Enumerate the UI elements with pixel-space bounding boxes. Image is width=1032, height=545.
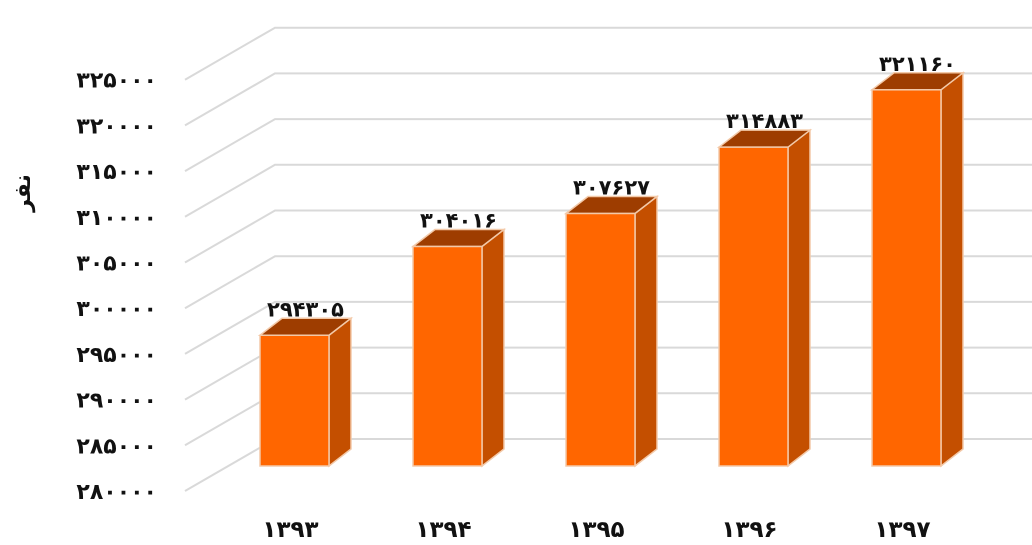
y-tick-label: ۳۱۰۰۰۰ <box>76 206 157 231</box>
bar-front-face <box>565 212 636 467</box>
data-labels: ۲۹۴۳۰۵ ۳۰۴۰۱۶ ۳۰۷۶۲۷ ۳۱۴۸۸۳ ۳۲۱۱۶۰ <box>267 52 956 321</box>
x-category-label: ۱۳۹۵ <box>568 517 624 543</box>
bar <box>869 71 966 468</box>
y-tick-label: ۲۹۰۰۰۰ <box>76 389 157 414</box>
bar <box>563 194 660 468</box>
bar-side-face <box>481 227 505 468</box>
data-label: ۳۰۷۶۲۷ <box>573 175 650 199</box>
bars <box>257 71 966 468</box>
x-axis-categories: ۱۳۹۳ ۱۳۹۴ ۱۳۹۵ ۱۳۹۶ ۱۳۹۷ <box>262 517 930 543</box>
bar-side-face <box>634 194 658 468</box>
data-label: ۳۰۴۰۱۶ <box>420 208 497 232</box>
gridline <box>184 72 1032 127</box>
y-tick-label: ۲۹۵۰۰۰ <box>76 343 157 368</box>
y-axis-ticks: ۲۸۰۰۰۰ ۲۸۵۰۰۰ ۲۹۰۰۰۰ ۲۹۵۰۰۰ ۳۰۰۰۰۰ ۳۰۵۰۰۰ ۳۱۰۰… <box>76 69 157 505</box>
bar-front-face <box>412 245 483 467</box>
y-tick-label: ۲۸۵۰۰۰ <box>76 434 157 459</box>
y-tick-label: ۲۸۰۰۰۰ <box>76 480 157 505</box>
y-axis-label: نفر <box>11 174 36 213</box>
bar <box>716 128 813 468</box>
bar <box>257 316 354 468</box>
x-category-label: ۱۳۹۳ <box>262 517 318 543</box>
bar-front-face <box>259 334 330 467</box>
data-label: ۳۱۴۸۸۳ <box>726 109 803 133</box>
gridlines <box>184 26 1032 492</box>
bar-side-face <box>940 71 964 468</box>
y-tick-label: ۳۰۰۰۰۰ <box>76 297 157 322</box>
y-tick-label: ۳۰۵۰۰۰ <box>76 252 157 277</box>
gridline <box>184 26 1032 81</box>
y-tick-label: ۳۲۰۰۰۰ <box>76 114 157 139</box>
bar-side-face <box>328 316 352 468</box>
bar-front-face <box>718 146 789 467</box>
y-tick-label: ۳۱۵۰۰۰ <box>76 160 157 185</box>
x-category-label: ۱۳۹۶ <box>721 517 777 543</box>
data-label: ۲۹۴۳۰۵ <box>267 297 344 321</box>
x-category-label: ۱۳۹۴ <box>415 517 471 543</box>
gridline <box>184 118 1032 172</box>
bar-side-face <box>787 128 811 468</box>
bar <box>410 227 507 468</box>
data-label: ۳۲۱۱۶۰ <box>879 52 956 76</box>
bar-front-face <box>871 89 942 467</box>
x-category-label: ۱۳۹۷ <box>874 517 930 543</box>
y-tick-label: ۳۲۵۰۰۰ <box>76 69 157 94</box>
